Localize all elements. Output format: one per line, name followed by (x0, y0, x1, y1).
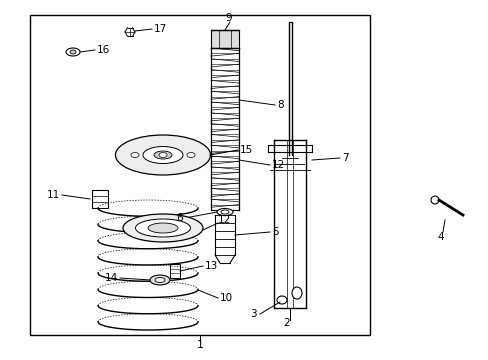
Text: 15: 15 (240, 145, 253, 155)
Text: 4: 4 (437, 232, 444, 242)
Text: 10: 10 (220, 293, 233, 303)
Bar (92, 190, 108, 208)
Text: 3: 3 (250, 309, 257, 319)
Ellipse shape (159, 153, 167, 158)
Ellipse shape (150, 275, 170, 285)
Text: 16: 16 (97, 45, 110, 55)
Ellipse shape (131, 153, 139, 158)
Text: 13: 13 (204, 261, 218, 271)
Bar (30, 15, 369, 335)
Text: 9: 9 (225, 13, 232, 23)
Text: 5: 5 (271, 227, 278, 237)
Text: 12: 12 (218, 215, 231, 225)
Ellipse shape (291, 287, 302, 299)
Text: 1: 1 (196, 340, 203, 350)
Ellipse shape (217, 208, 232, 216)
Ellipse shape (115, 135, 210, 175)
Ellipse shape (135, 219, 190, 237)
Ellipse shape (186, 153, 195, 158)
Ellipse shape (70, 50, 76, 54)
Bar (170, 264, 180, 278)
Ellipse shape (155, 278, 164, 283)
Ellipse shape (142, 147, 183, 163)
Text: 17: 17 (154, 24, 167, 34)
Ellipse shape (148, 223, 178, 233)
Bar (210, 30, 239, 48)
Text: 11: 11 (47, 190, 60, 200)
Text: 6: 6 (176, 213, 183, 223)
Ellipse shape (66, 48, 80, 56)
Text: 12: 12 (271, 160, 285, 170)
Text: 8: 8 (276, 100, 283, 110)
Text: 7: 7 (341, 153, 348, 163)
Text: 2: 2 (283, 318, 290, 328)
Text: 14: 14 (104, 273, 118, 283)
Ellipse shape (154, 151, 172, 159)
Ellipse shape (123, 214, 203, 242)
